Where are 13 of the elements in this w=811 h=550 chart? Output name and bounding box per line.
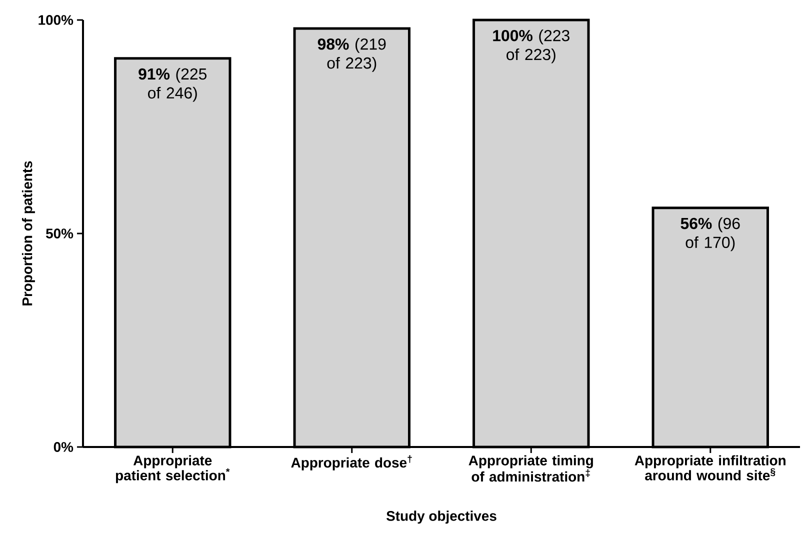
data-label: 98% (219 of 223) bbox=[318, 38, 386, 72]
y-tick-label: 100% bbox=[38, 15, 74, 25]
data-label: 56% (96 of 170) bbox=[680, 217, 740, 252]
x-tick-label: Appropriate dose$^{†}$ bbox=[291, 455, 412, 470]
data-label: 100% (223 of 223) bbox=[493, 30, 570, 64]
y-tick-label: 0% bbox=[54, 442, 74, 452]
x-tick-label: Appropriate patient selection$^{*}$ bbox=[116, 455, 230, 484]
data-label: 91% (225 of 246) bbox=[138, 68, 207, 102]
x-tick-label: Appropriate timing of administration$^{‡}$ bbox=[468, 455, 593, 482]
x-tick-label: Appropriate infiltration around wound site$^{§}$ bbox=[634, 455, 786, 480]
y-tick-label: 50% bbox=[46, 228, 74, 238]
x-axis-title: Study objectives bbox=[386, 510, 496, 524]
y-axis-title: Proportion of patients bbox=[22, 161, 35, 306]
